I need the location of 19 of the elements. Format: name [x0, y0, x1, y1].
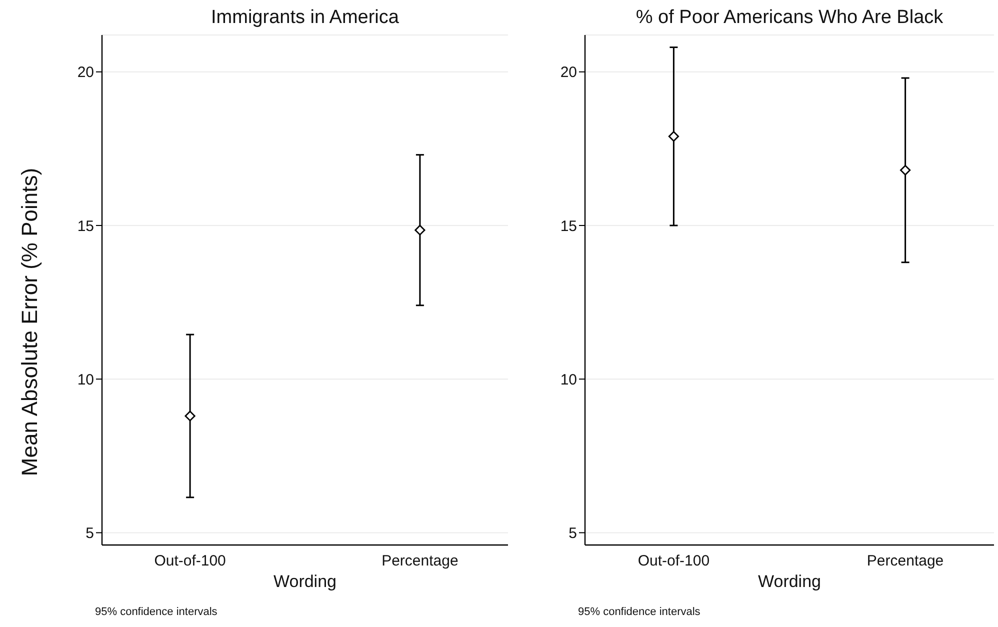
y-tick-label: 5 — [568, 525, 577, 542]
y-tick-label: 5 — [86, 525, 94, 542]
text: 95% confidence intervals — [95, 606, 218, 618]
y-tick-label: 20 — [560, 64, 577, 82]
x-axis-title: Wording — [757, 572, 822, 592]
y-tick-label: 20 — [77, 64, 94, 82]
x-tick-label: Out-of-100 — [154, 552, 226, 570]
y-tick-label: 15 — [560, 218, 577, 235]
x-tick-label: Out-of-100 — [638, 552, 710, 570]
chart-title: Immigrants in America — [210, 7, 400, 29]
y-tick-label: 15 — [77, 218, 94, 235]
text: 95% confidence intervals — [578, 606, 700, 618]
y-tick-label: 10 — [560, 371, 577, 388]
y-tick-label: 10 — [77, 371, 94, 388]
x-tick-label: Percentage — [866, 552, 944, 570]
x-axis-title: Wording — [272, 572, 338, 592]
chart-title: % of Poor Americans Who Are Black — [634, 7, 944, 29]
y-axis-title: Mean Absolute Error (% Points) — [17, 168, 43, 476]
x-tick-label: Percentage — [382, 552, 458, 570]
